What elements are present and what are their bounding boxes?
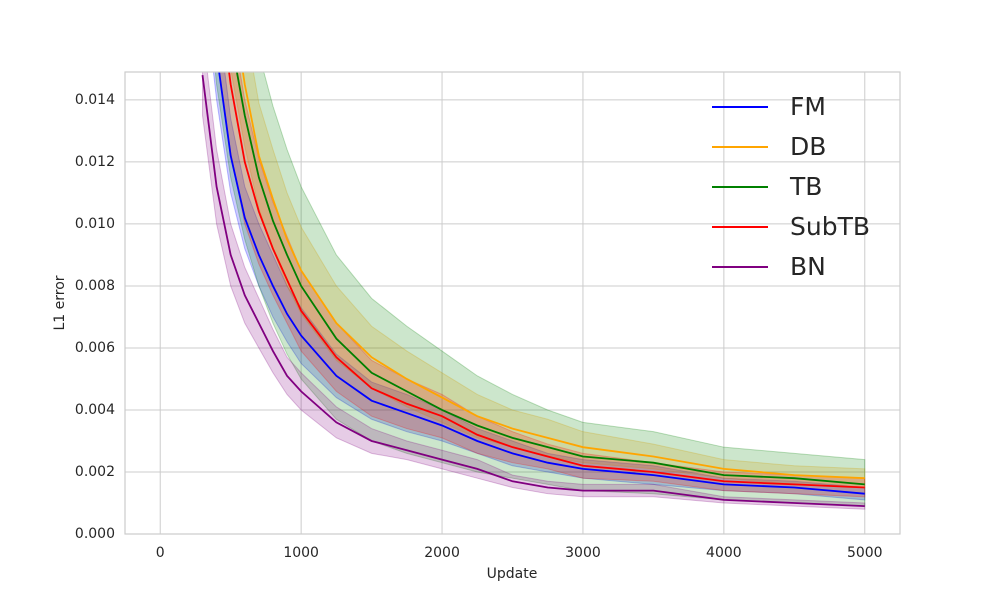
x-tick-label: 5000 [847,545,883,561]
line [218,72,865,495]
plot-area [201,72,866,510]
legend-label: BN [790,252,826,281]
x-tick-label: 3000 [565,545,601,561]
x-tick-label: 1000 [283,545,319,561]
legend-label: TB [789,172,822,201]
grid [125,72,900,535]
line [228,72,865,489]
y-tick-label: 0.000 [75,526,115,542]
plot-frame [124,71,901,535]
line [235,72,865,486]
y-tick-label: 0.006 [75,340,115,356]
y-tick-label: 0.012 [75,154,115,170]
legend-label: FM [790,92,826,121]
legend-label: SubTB [790,212,870,241]
error-band [202,72,866,510]
y-tick-label: 0.014 [75,92,115,108]
error-band [214,72,866,507]
y-tick-label: 0.002 [75,464,115,480]
y-tick-label: 0.010 [75,216,115,232]
error-band [230,72,866,489]
line [201,74,865,507]
x-tick-label: 4000 [706,545,742,561]
x-tick-label: 0 [156,545,165,561]
x-tick-label: 2000 [424,545,460,561]
y-tick-label: 0.004 [75,402,115,418]
x-axis-label: Update [487,566,538,582]
y-tick-label: 0.008 [75,278,115,294]
line [241,72,865,480]
y-axis-label: L1 error [52,275,68,330]
legend-label: DB [790,132,826,161]
